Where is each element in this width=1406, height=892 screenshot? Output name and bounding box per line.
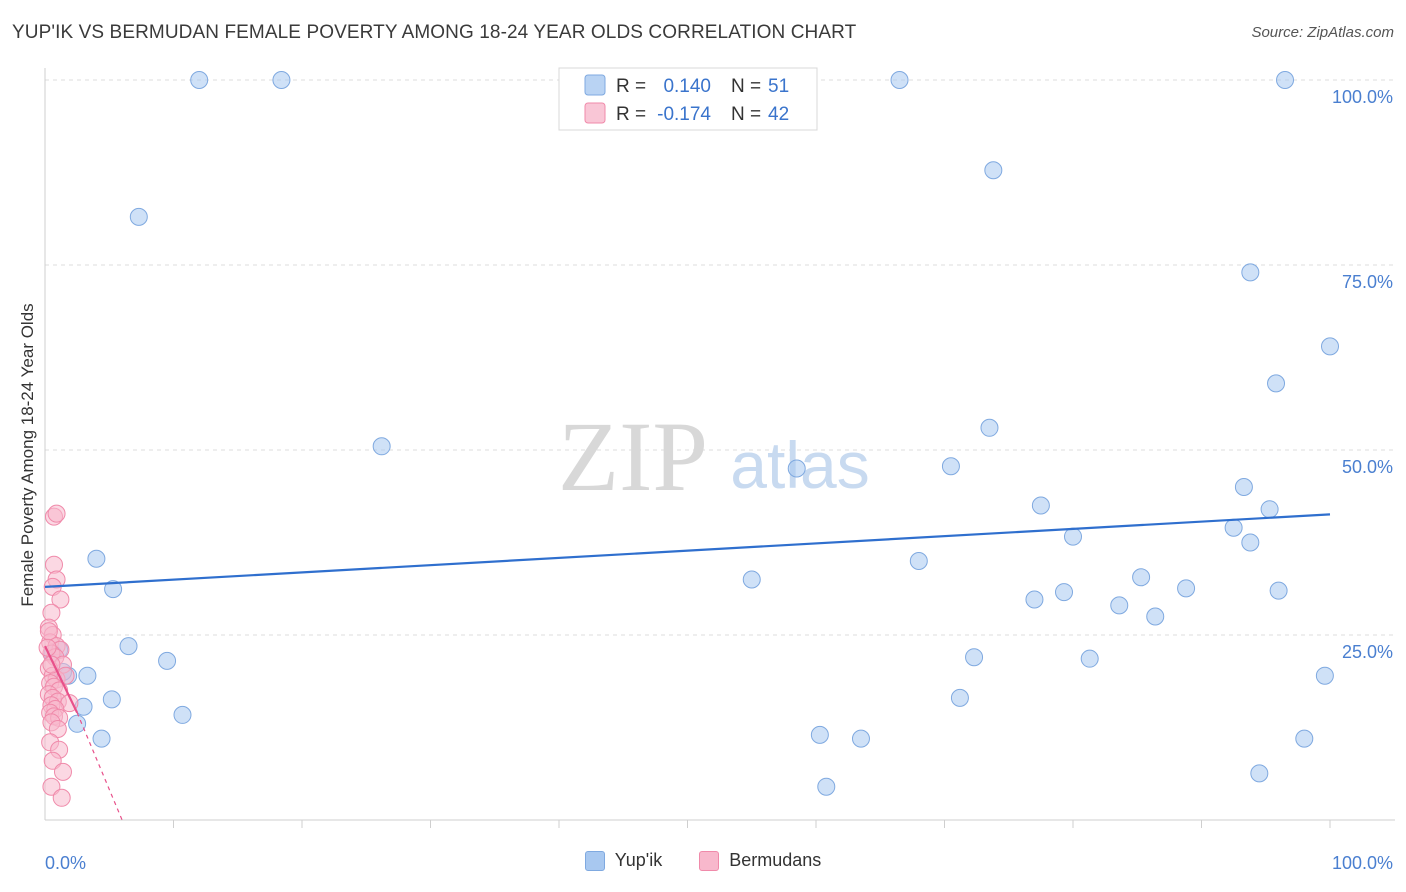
series-legend: Yup'ik Bermudans: [0, 850, 1406, 876]
point-yupik: [1055, 583, 1074, 602]
y-tick-label: 25.0%: [1342, 642, 1393, 662]
point-yupik: [1132, 568, 1151, 587]
point-bermudans: [47, 504, 66, 523]
point-yupik: [980, 418, 999, 437]
stats-swatch: [584, 102, 606, 124]
point-yupik: [1321, 337, 1339, 356]
point-yupik: [1224, 518, 1243, 537]
trend-lines: [44, 513, 1331, 821]
stats-n-value: 51: [768, 76, 789, 97]
point-bermudans: [39, 622, 58, 641]
trend-line-bermudans: [44, 645, 79, 714]
stats-r-label: R =: [616, 76, 646, 97]
point-yupik: [950, 688, 969, 707]
stats-n-label: N =: [731, 104, 761, 125]
y-tick-label: 100.0%: [1332, 87, 1393, 107]
point-yupik: [1315, 666, 1334, 685]
trend-line-yupik: [44, 513, 1331, 588]
point-yupik: [965, 648, 984, 667]
watermark: ZIP atlas: [558, 401, 870, 512]
point-yupik: [1260, 500, 1279, 519]
point-yupik: [1267, 374, 1286, 393]
point-yupik: [1031, 496, 1050, 515]
point-yupik: [909, 552, 928, 570]
point-yupik: [1295, 729, 1314, 748]
point-bermudans: [44, 555, 63, 574]
watermark-zip: ZIP: [558, 401, 708, 512]
point-yupik: [1234, 478, 1253, 496]
source-label: Source: ZipAtlas.com: [1251, 24, 1394, 41]
point-yupik: [817, 777, 836, 796]
point-yupik: [78, 666, 97, 685]
point-yupik: [102, 690, 121, 709]
legend-item-bermudans[interactable]: Bermudans: [699, 850, 821, 871]
legend-swatch-yupik: [584, 850, 605, 871]
point-yupik: [190, 71, 209, 89]
x-tick-label-min: 0.0%: [45, 853, 86, 873]
point-bermudans: [53, 762, 72, 781]
stats-r-value: -0.174: [657, 104, 711, 125]
point-yupik: [1025, 590, 1044, 609]
point-yupik: [1080, 649, 1099, 668]
stats-n-label: N =: [731, 76, 761, 97]
point-yupik: [1064, 527, 1082, 546]
trend-line-bermudans-extension: [76, 712, 123, 821]
point-yupik: [984, 161, 1003, 180]
point-yupik: [1177, 579, 1196, 598]
stats-n-value: 42: [768, 104, 789, 125]
chart-title: YUP'IK VS BERMUDAN FEMALE POVERTY AMONG …: [12, 22, 857, 43]
point-bermudans: [42, 777, 61, 796]
point-yupik: [1276, 71, 1295, 89]
axes: [44, 68, 1395, 828]
point-yupik: [787, 459, 806, 478]
point-yupik: [68, 714, 87, 733]
point-yupik: [810, 725, 829, 744]
grid-lines: [45, 79, 1395, 636]
point-yupik: [1250, 764, 1269, 783]
point-yupik: [119, 637, 138, 656]
point-yupik: [158, 651, 177, 670]
point-yupik: [272, 71, 291, 89]
point-yupik: [890, 71, 909, 89]
point-yupik: [1241, 533, 1260, 552]
point-yupik: [941, 457, 960, 476]
data-points: [38, 71, 1339, 807]
y-tick-label: 50.0%: [1342, 457, 1393, 477]
tick-labels: 100.0% 75.0% 50.0% 25.0% 0.0% 100.0%: [45, 87, 1393, 873]
point-bermudans: [51, 590, 70, 609]
stats-legend: R = 0.140 N = 51 R = -0.174 N = 42: [558, 67, 818, 131]
point-bermudans: [48, 719, 67, 738]
point-yupik: [1241, 263, 1260, 282]
stats-swatch: [584, 74, 606, 96]
point-yupik: [372, 437, 391, 456]
point-yupik: [742, 570, 761, 589]
point-yupik: [851, 729, 870, 748]
legend-label-bermudans: Bermudans: [729, 850, 822, 870]
point-bermudans: [43, 751, 62, 770]
point-yupik: [104, 580, 123, 599]
stats-r-label: R =: [616, 104, 646, 125]
point-yupik: [1269, 581, 1288, 600]
legend-item-yupik[interactable]: Yup'ik: [584, 850, 663, 871]
point-bermudans: [42, 603, 61, 622]
point-bermudans: [52, 788, 71, 807]
point-yupik: [1110, 596, 1129, 615]
point-yupik: [87, 549, 106, 568]
stats-r-value: 0.140: [663, 76, 711, 97]
point-yupik: [173, 705, 192, 724]
point-yupik: [1146, 607, 1165, 626]
point-yupik: [92, 729, 111, 748]
point-yupik: [129, 207, 148, 226]
legend-swatch-bermudans: [699, 850, 720, 871]
x-tick-label-max: 100.0%: [1332, 853, 1393, 873]
legend-label-yupik: Yup'ik: [614, 850, 663, 870]
y-tick-label: 75.0%: [1342, 272, 1393, 292]
